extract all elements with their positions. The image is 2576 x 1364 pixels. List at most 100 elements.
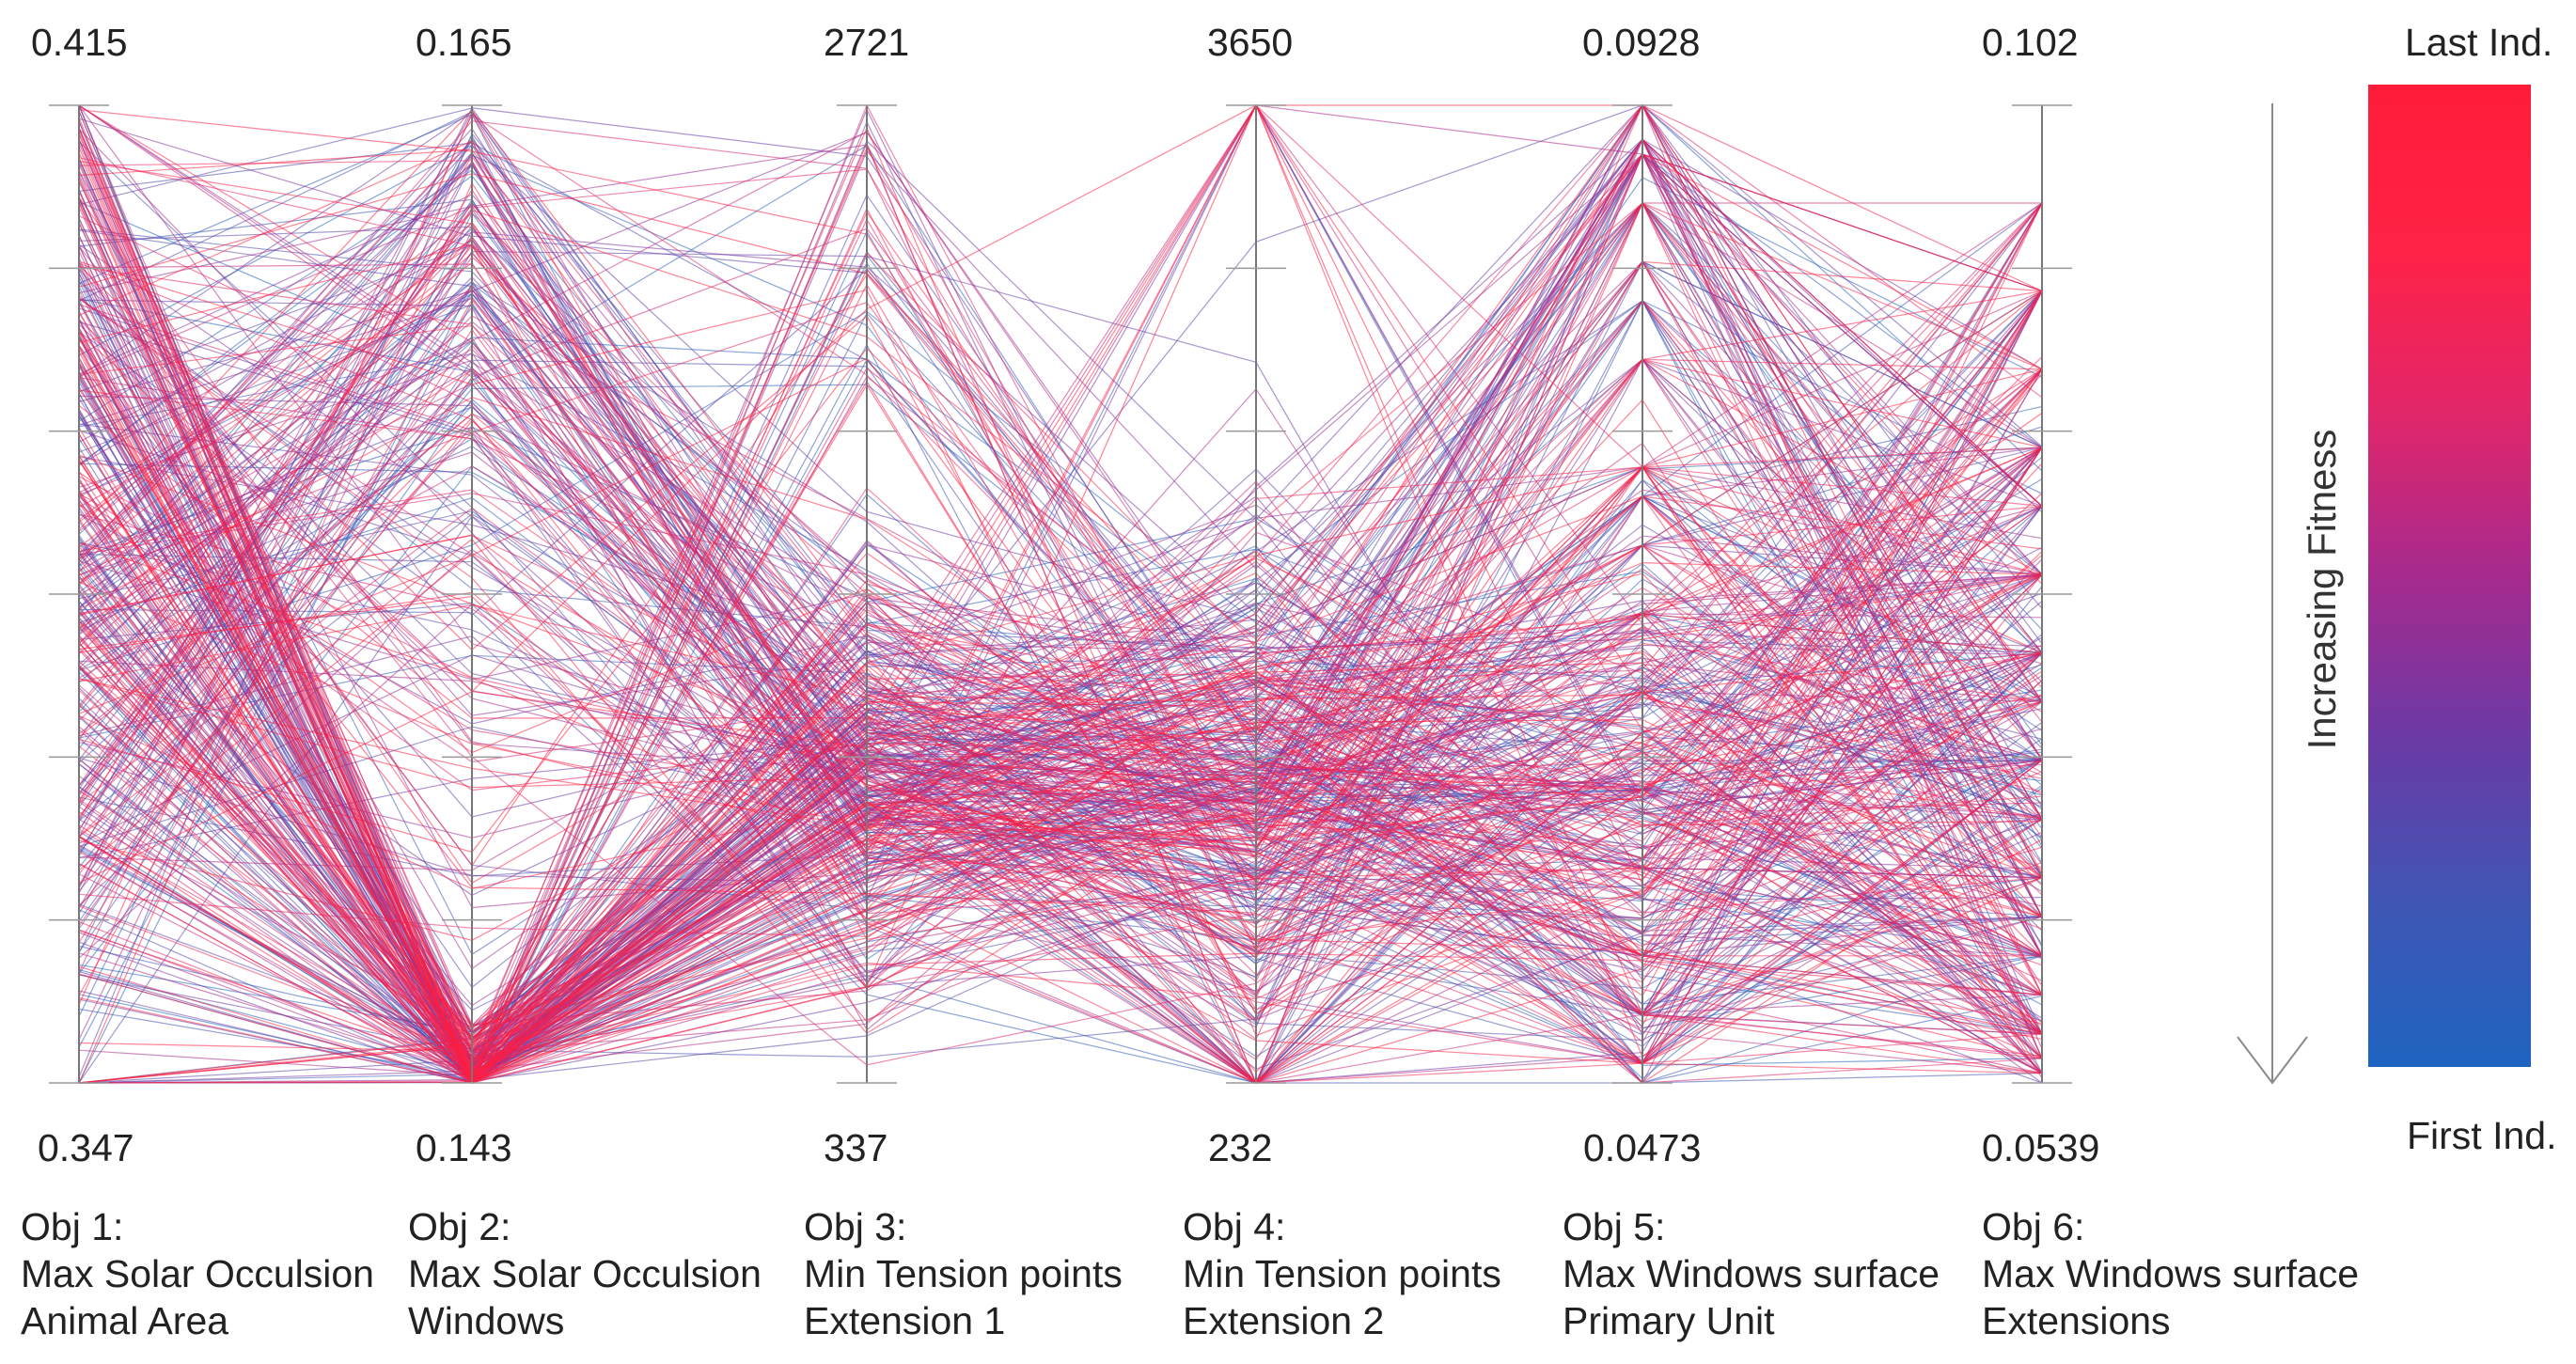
individual-line	[78, 256, 2043, 819]
individual-line	[78, 300, 2043, 1043]
axis5-min-label: 0.0473	[1583, 1126, 1702, 1169]
individual-line	[78, 149, 2043, 1077]
individual-line	[78, 399, 2043, 1082]
individual-line	[78, 493, 2043, 1074]
individual-line	[78, 103, 2043, 844]
individual-line	[78, 714, 2043, 1025]
individual-line	[78, 202, 2043, 1077]
individual-line	[78, 601, 2043, 1030]
individual-line	[78, 262, 2043, 1078]
individual-line	[78, 104, 2043, 667]
individual-line	[78, 489, 2043, 1084]
legend-last-individual-label: Last Ind.	[2405, 21, 2553, 64]
individual-line	[78, 551, 2043, 933]
axis2-name-line3: Windows	[408, 1299, 565, 1342]
individual-line	[78, 312, 2043, 1085]
axis4-name: Obj 4: Min Tension points Extension 2	[1183, 1203, 1501, 1344]
individual-line	[78, 119, 2043, 996]
individual-line	[78, 153, 2043, 1083]
axis1-name-line2: Max Solar Occulsion	[21, 1252, 374, 1295]
individual-line	[78, 260, 2043, 854]
axis3-min-label: 337	[824, 1126, 888, 1169]
individual-line	[78, 304, 2043, 826]
axis1-name-line3: Animal Area	[21, 1299, 229, 1342]
individual-line	[78, 608, 2043, 1084]
individual-line	[78, 366, 2043, 1035]
individual-line	[78, 541, 2043, 846]
individual-line	[78, 173, 2043, 1064]
individual-line	[78, 196, 2043, 896]
individual-line	[78, 133, 2043, 1084]
individual-line	[78, 312, 2043, 1074]
individual-line	[78, 260, 2043, 1084]
individual-line	[78, 104, 2043, 996]
individual-line	[78, 681, 2043, 1059]
individual-line	[78, 694, 2043, 1053]
individual-line	[78, 202, 2043, 1065]
individual-line	[78, 142, 2043, 1062]
individual-line	[78, 104, 2043, 1023]
individual-line	[78, 120, 2043, 1066]
individual-line	[78, 104, 2043, 1058]
fitness-arrow	[2237, 103, 2308, 1085]
individual-line	[78, 368, 2043, 1084]
individual-line	[78, 151, 2043, 1079]
axis6-min-label: 0.0539	[1982, 1126, 2100, 1169]
individual-line	[78, 103, 2043, 1052]
individual-line	[78, 660, 2043, 1064]
axis6-name-line1: Obj 6:	[1982, 1205, 2085, 1248]
axis5-name-line3: Primary Unit	[1563, 1299, 1775, 1342]
individual-line	[78, 127, 2043, 1030]
individual-line	[78, 128, 2043, 1084]
axis3-name: Obj 3: Min Tension points Extension 1	[804, 1203, 1123, 1344]
axis2-name-line1: Obj 2:	[408, 1205, 511, 1248]
individual-line	[78, 538, 2043, 1023]
fitness-arrow-head	[2237, 1036, 2308, 1085]
individual-line	[78, 619, 2043, 1059]
individual-line	[78, 147, 2043, 1085]
axis6-name-line3: Extensions	[1982, 1299, 2171, 1342]
individual-line	[78, 171, 2043, 1035]
axis6-max-label: 0.102	[1982, 21, 2079, 64]
individual-line	[78, 557, 2043, 1079]
individual-line	[78, 120, 2043, 1084]
individual-line	[78, 416, 2043, 921]
individual-line	[78, 466, 2043, 832]
individual-line	[78, 572, 2043, 1027]
individual-line	[78, 358, 2043, 987]
individual-line	[78, 372, 2043, 1084]
individual-line	[78, 495, 2043, 1038]
individual-line	[78, 634, 2043, 972]
individual-line	[78, 164, 2043, 1074]
individual-line	[78, 397, 2043, 786]
increasing-fitness-label: Increasing Fitness	[2300, 429, 2344, 750]
individual-line	[78, 202, 2043, 1034]
individual-line	[78, 274, 2043, 868]
axis5-name-line1: Obj 5:	[1563, 1205, 1666, 1248]
individual-line	[78, 194, 2043, 1015]
individual-line	[78, 664, 2043, 1040]
individual-line	[78, 160, 2043, 1064]
individual-line	[78, 651, 2043, 1084]
individual-line	[78, 144, 2043, 792]
individual-line	[78, 613, 2043, 1084]
individual-line	[78, 109, 2043, 862]
individual-line	[78, 103, 2043, 1078]
individual-line	[78, 290, 2043, 997]
individual-line	[78, 299, 2043, 996]
axis2-max-label: 0.165	[416, 21, 512, 64]
individual-line	[78, 268, 2043, 835]
axis6-name: Obj 6: Max Windows surface Extensions	[1982, 1203, 2359, 1344]
individual-line	[78, 662, 2043, 1059]
axis1-name: Obj 1: Max Solar Occulsion Animal Area	[21, 1203, 374, 1344]
individual-line	[78, 104, 2043, 1074]
individual-line	[78, 103, 2043, 1016]
individual-line	[78, 266, 2043, 1064]
axis2-min-label: 0.143	[416, 1126, 512, 1169]
individual-line	[78, 149, 2043, 703]
axis2-name: Obj 2: Max Solar Occulsion Windows	[408, 1203, 762, 1344]
individual-line	[78, 223, 2043, 1043]
axis1-name-line1: Obj 1:	[21, 1205, 124, 1248]
individual-line	[78, 140, 2043, 1041]
